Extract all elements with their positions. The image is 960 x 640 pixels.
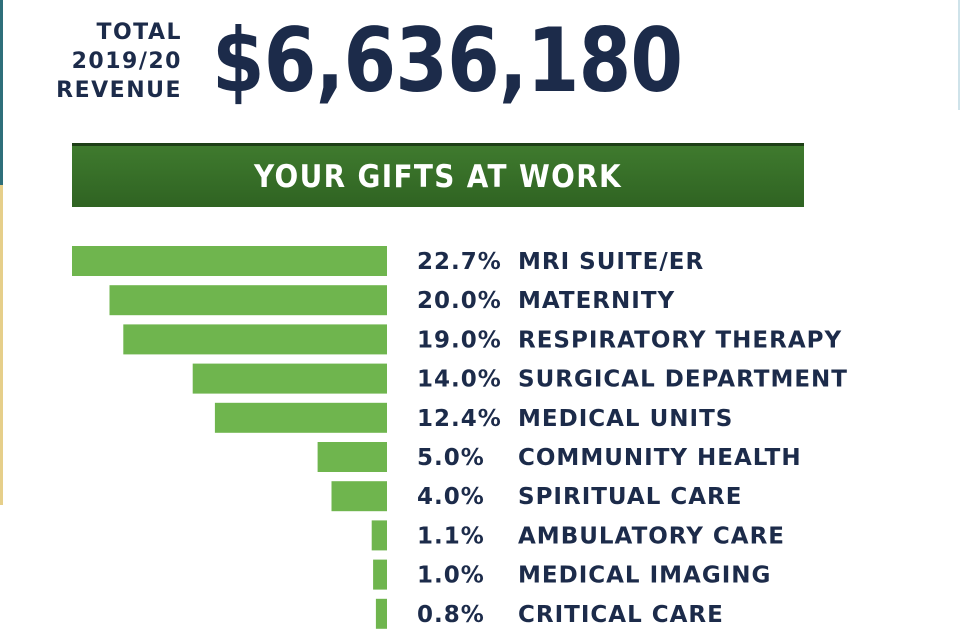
gifts-bar-chart: 22.7% MRI SUITE/ER 20.0% MATERNITY 19.0% RESP… xyxy=(72,246,848,629)
bar-6 xyxy=(317,442,387,472)
bar-1 xyxy=(72,246,387,276)
right-edge-accent xyxy=(958,0,960,110)
value-label-6: 5.0% xyxy=(417,445,485,471)
value-label-10: 0.8% xyxy=(417,602,485,628)
total-revenue-amount: $6,636,180 xyxy=(212,9,683,112)
total-label-line-1: TOTAL xyxy=(96,20,182,45)
value-label-1: 22.7% xyxy=(417,249,502,275)
category-label-2: MATERNITY xyxy=(518,288,675,314)
value-label-3: 19.0% xyxy=(417,327,502,353)
category-label-8: AMBULATORY CARE xyxy=(518,523,785,549)
banner-title: YOUR GIFTS AT WORK xyxy=(253,158,623,195)
bar-5 xyxy=(214,402,387,433)
bar-3 xyxy=(123,324,388,355)
total-label-line-2: 2019/20 xyxy=(71,49,182,74)
category-label-7: SPIRITUAL CARE xyxy=(518,484,742,510)
category-label-1: MRI SUITE/ER xyxy=(518,249,704,275)
bar-7 xyxy=(331,481,387,512)
bar-2 xyxy=(109,285,387,316)
value-label-2: 20.0% xyxy=(417,288,502,314)
bar-10 xyxy=(375,598,387,629)
category-label-10: CRITICAL CARE xyxy=(518,602,724,628)
value-label-4: 14.0% xyxy=(417,367,502,393)
category-label-3: RESPIRATORY THERAPY xyxy=(518,327,842,353)
bar-9 xyxy=(373,559,387,590)
value-label-9: 1.0% xyxy=(417,563,485,589)
left-edge-accent-teal xyxy=(0,0,3,185)
value-label-8: 1.1% xyxy=(417,523,485,549)
total-label-line-3: REVENUE xyxy=(56,78,182,103)
total-revenue-label: TOTAL 2019/20 REVENUE xyxy=(56,18,182,105)
gifts-banner: YOUR GIFTS AT WORK xyxy=(72,143,804,207)
category-label-4: SURGICAL DEPARTMENT xyxy=(518,367,848,393)
category-label-5: MEDICAL UNITS xyxy=(518,406,733,432)
revenue-header: TOTAL 2019/20 REVENUE $6,636,180 xyxy=(0,0,960,140)
value-label-7: 4.0% xyxy=(417,484,485,510)
bar-4 xyxy=(192,363,387,394)
left-edge-accent-gold xyxy=(0,185,3,505)
category-label-9: MEDICAL IMAGING xyxy=(518,563,771,589)
bar-8 xyxy=(371,520,387,551)
category-label-6: COMMUNITY HEALTH xyxy=(518,445,802,471)
value-label-5: 12.4% xyxy=(417,406,502,432)
